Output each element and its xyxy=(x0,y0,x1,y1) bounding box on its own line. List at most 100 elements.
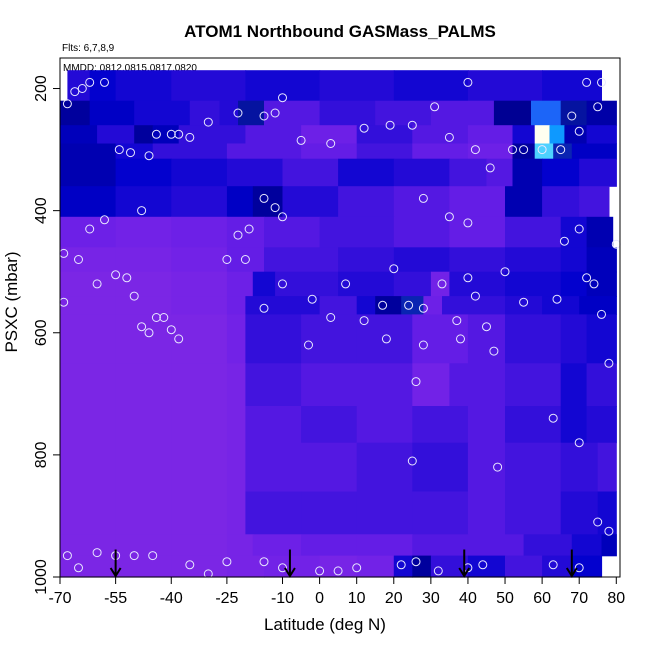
heatmap-cell xyxy=(505,314,562,364)
sample-point xyxy=(185,132,195,142)
heatmap-cell xyxy=(412,125,469,145)
heatmap-cell xyxy=(134,100,191,126)
heatmap-cell xyxy=(301,363,358,407)
heatmap-cell xyxy=(264,555,321,578)
heatmap-cell xyxy=(115,491,172,535)
sample-point xyxy=(559,236,569,246)
sample-point xyxy=(341,279,351,289)
heatmap-cell xyxy=(171,216,228,248)
heatmap-cell xyxy=(375,296,402,315)
sample-point xyxy=(381,334,391,344)
x-tick-label: -25 xyxy=(215,590,238,607)
heatmap-cell xyxy=(264,247,339,273)
y-tick-label: 1000 xyxy=(33,559,50,595)
y-axis-label: PSXC (mbar) xyxy=(2,251,21,352)
sample-point xyxy=(444,132,454,142)
sample-point xyxy=(574,563,584,573)
sample-point xyxy=(604,526,614,536)
heatmap-cell xyxy=(115,442,172,493)
heatmap-cell xyxy=(60,442,117,493)
heatmap-cell xyxy=(586,314,617,364)
sample-point xyxy=(137,206,147,216)
heatmap-cell xyxy=(226,555,265,578)
sample-point xyxy=(404,300,414,310)
heatmap-cell xyxy=(512,143,536,160)
sample-point xyxy=(126,148,135,158)
heatmap-cell xyxy=(115,555,172,578)
heatmap-cell xyxy=(245,314,302,364)
heatmap-cell xyxy=(178,125,247,145)
sample-point xyxy=(604,358,614,368)
heatmap-cell xyxy=(60,100,91,126)
heatmap-cell xyxy=(60,491,117,535)
sample-point xyxy=(385,120,395,130)
x-tick-label: 70 xyxy=(570,590,588,607)
heatmap-cell xyxy=(245,406,302,444)
flight-markers xyxy=(109,549,578,578)
sample-point xyxy=(593,517,603,527)
heatmap-cell xyxy=(226,247,265,273)
sample-point xyxy=(233,108,243,118)
sample-point xyxy=(519,297,529,307)
heatmap-cell xyxy=(115,247,172,273)
heatmap-cell xyxy=(338,186,395,218)
sample-point xyxy=(519,145,529,155)
sample-point xyxy=(463,273,473,283)
heatmap-cell xyxy=(430,555,469,578)
heatmap-cell xyxy=(505,491,562,535)
heatmap-cell xyxy=(171,271,228,297)
heatmap-cell xyxy=(356,143,413,160)
sample-point xyxy=(240,255,250,264)
sample-point xyxy=(411,557,421,567)
sample-point xyxy=(508,145,517,155)
y-tick-label: 400 xyxy=(33,197,50,224)
heatmap-cell xyxy=(560,247,588,273)
x-tick-label: 30 xyxy=(422,590,440,607)
sample-point xyxy=(478,560,488,570)
heatmap-cell xyxy=(467,125,513,145)
heatmap-cell xyxy=(356,555,395,578)
sample-point xyxy=(74,255,83,264)
sample-point xyxy=(548,560,558,570)
sample-point xyxy=(259,111,269,121)
sample-point xyxy=(548,413,558,423)
heatmap-cell xyxy=(189,100,221,126)
heatmap-cell xyxy=(467,491,506,535)
heatmap-cell xyxy=(586,125,617,145)
heatmap-cell xyxy=(89,100,135,126)
sample-point xyxy=(470,291,480,301)
sample-point xyxy=(62,99,72,109)
heatmap-cell xyxy=(449,216,506,248)
heatmap-cells xyxy=(60,70,617,578)
heatmap-cell xyxy=(393,216,450,248)
heatmap-cell xyxy=(60,271,117,297)
sample-point xyxy=(352,563,362,573)
sample-point xyxy=(582,77,592,87)
heatmap-cell xyxy=(152,143,228,160)
heatmap-cell xyxy=(560,216,588,248)
heatmap-cell xyxy=(393,70,469,102)
heatmap-cell xyxy=(586,363,617,407)
heatmap-cell xyxy=(252,271,276,297)
sample-point xyxy=(456,334,465,344)
sample-point xyxy=(463,218,473,228)
chart-title: ATOM1 Northbound GASMass_PALMS xyxy=(184,22,496,41)
heatmap-cell xyxy=(423,296,443,315)
sample-point xyxy=(537,145,547,155)
sample-point xyxy=(552,294,562,304)
sample-point xyxy=(359,123,369,133)
x-tick-label: -10 xyxy=(271,590,294,607)
heatmap-cell xyxy=(505,216,562,248)
sample-point xyxy=(85,224,95,234)
heatmap-cell xyxy=(171,442,228,493)
heatmap-cell xyxy=(115,158,172,187)
sample-point xyxy=(92,548,102,558)
heatmap-cell xyxy=(171,491,228,535)
heatmap-cell xyxy=(467,70,543,102)
heatmap-cell xyxy=(542,186,580,218)
heatmap-cell xyxy=(449,186,506,218)
sample-point xyxy=(278,563,287,573)
heatmap-cell xyxy=(493,100,532,126)
sample-point xyxy=(278,93,287,103)
heatmap-cell xyxy=(60,555,117,578)
